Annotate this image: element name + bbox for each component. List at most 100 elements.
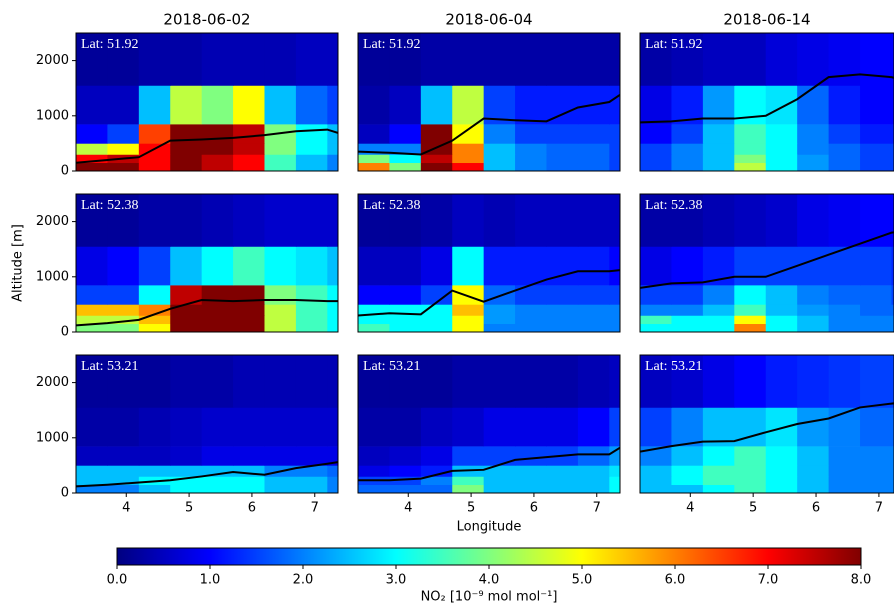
heat-cell — [671, 154, 704, 164]
boundary-line — [640, 73, 894, 124]
heat-cell — [671, 407, 704, 447]
heat-cell — [797, 124, 830, 144]
heat-cell — [765, 484, 798, 493]
heat-cell — [264, 304, 297, 316]
heat-cell — [138, 246, 171, 286]
heat-cell — [546, 285, 579, 305]
heat-cell — [76, 85, 108, 125]
heat-cell — [420, 476, 453, 486]
heat-cell — [515, 446, 547, 466]
heat-cell — [891, 323, 894, 332]
heat-cell — [860, 162, 892, 171]
heat-cell — [702, 315, 735, 325]
frame — [75, 193, 339, 333]
heat-cell — [640, 194, 672, 247]
heat-cell — [107, 476, 140, 486]
x-tick-label: 7 — [875, 501, 883, 516]
heat-cell — [577, 162, 610, 171]
heat-cell — [327, 407, 338, 447]
heat-cell — [138, 304, 171, 316]
heat-cell — [420, 33, 453, 86]
heat-cell — [483, 194, 516, 247]
heat-cell — [452, 355, 485, 408]
heat-cell — [138, 154, 171, 164]
heat-cell — [702, 446, 735, 466]
heat-cell — [640, 162, 672, 171]
x-axis-label: Longitude — [457, 520, 522, 535]
y-tick-label: 2000 — [36, 214, 69, 229]
heat-cell — [577, 323, 610, 332]
heat-cell — [76, 407, 108, 447]
heat-cell — [327, 355, 338, 408]
heat-cell — [891, 246, 894, 286]
heat-cell — [483, 143, 516, 155]
heat-cell — [702, 407, 735, 447]
heat-cell — [734, 154, 767, 164]
heat-cell — [860, 355, 892, 408]
x-tick-label: 5 — [749, 501, 757, 516]
heat-cell — [797, 285, 830, 305]
heat-cell — [76, 194, 108, 247]
heat-cell — [327, 154, 338, 164]
heat-cell — [891, 355, 894, 408]
heat-cell — [452, 154, 485, 164]
heat-cell — [358, 407, 390, 447]
heat-cell — [170, 285, 203, 305]
heat-cell — [860, 124, 892, 144]
heat-cell — [483, 407, 516, 447]
heat-cell — [765, 246, 798, 286]
heat-cell — [389, 304, 422, 316]
heat-cell — [891, 285, 894, 305]
heat-cell — [734, 484, 767, 493]
heat-cell — [515, 162, 547, 171]
heat-cell — [546, 304, 579, 316]
panel — [76, 355, 338, 493]
heat-cell — [546, 33, 579, 86]
heat-cell — [327, 446, 338, 466]
heat-cell — [76, 162, 108, 171]
heat-cell — [515, 407, 547, 447]
heat-cell — [734, 355, 767, 408]
heat-cell — [201, 124, 234, 144]
heat-cell — [577, 446, 610, 466]
heat-cell — [546, 194, 579, 247]
frame — [75, 32, 339, 172]
lat-label: Lat: 51.92 — [363, 37, 421, 52]
heat-cell — [609, 315, 620, 325]
heat-cell — [201, 154, 234, 164]
heat-cell — [264, 33, 297, 86]
y-tick-label: 1000 — [36, 269, 69, 284]
heat-cell — [389, 446, 422, 466]
heat-cell — [765, 285, 798, 305]
heat-cell — [138, 446, 171, 466]
heat-cell — [295, 246, 328, 286]
heat-cell — [264, 355, 297, 408]
x-tick-label: 6 — [248, 501, 256, 516]
heat-cell — [609, 246, 620, 286]
heat-cell — [546, 407, 579, 447]
heat-cell — [358, 285, 390, 305]
heat-cell — [797, 407, 830, 447]
heat-cell — [76, 143, 108, 155]
x-tick-label: 7 — [593, 501, 601, 516]
heat-cell — [828, 285, 861, 305]
colorbar — [116, 547, 862, 566]
heat-cell — [671, 162, 704, 171]
heat-cell — [76, 154, 108, 164]
heat-cell — [452, 162, 485, 171]
heat-cell — [860, 323, 892, 332]
heat-cell — [264, 476, 297, 486]
heat-cell — [891, 194, 894, 247]
heat-cell — [860, 476, 892, 486]
heat-cell — [546, 355, 579, 408]
heat-cell — [327, 285, 338, 305]
heat-cell — [797, 315, 830, 325]
heat-cell — [765, 315, 798, 325]
heat-cell — [295, 143, 328, 155]
colorbar-tick-label: 5.0 — [572, 573, 593, 588]
heat-cell — [515, 304, 547, 316]
frame — [75, 354, 339, 494]
heat-cell — [170, 465, 203, 477]
heat-cell — [107, 85, 140, 125]
heat-cell — [797, 143, 830, 155]
